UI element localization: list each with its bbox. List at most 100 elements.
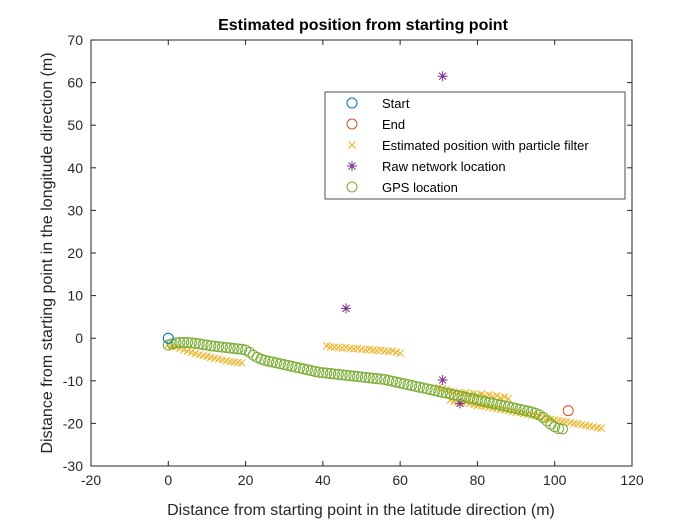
- data-point: [236, 343, 248, 355]
- data-point: [398, 378, 410, 390]
- data-point: [237, 359, 246, 367]
- x-tick-label: 120: [620, 472, 644, 488]
- data-point: [514, 403, 526, 415]
- data-point: [502, 401, 514, 413]
- data-point: [205, 340, 217, 352]
- legend-box: [324, 91, 626, 200]
- y-tick-label: 0: [75, 330, 83, 346]
- data-point: [228, 342, 240, 354]
- legend-item: Estimated position with particle filter: [348, 138, 589, 153]
- data-point: [471, 394, 483, 406]
- y-axis-label: Distance from starting point in the long…: [39, 52, 56, 453]
- x-tick-label: 0: [164, 472, 172, 488]
- legend-marker: [346, 97, 358, 109]
- data-point: [375, 373, 387, 385]
- data-point: [413, 381, 425, 393]
- data-point: [541, 415, 553, 427]
- y-tick-label: 50: [67, 117, 83, 133]
- data-point: [178, 336, 190, 348]
- data-point: [495, 399, 507, 411]
- y-tick-label: 10: [67, 288, 83, 304]
- data-point: [282, 359, 294, 371]
- series-gps-location: [162, 336, 568, 435]
- y-tick-label: 60: [67, 75, 83, 91]
- legend-item: GPS location: [346, 180, 458, 195]
- data-point: [213, 341, 225, 353]
- data-point: [298, 363, 310, 375]
- data-point: [197, 339, 209, 351]
- data-point: [597, 424, 605, 432]
- data-point: [421, 383, 433, 395]
- legend-label: GPS location: [382, 180, 458, 195]
- legend-marker: [348, 141, 356, 149]
- data-point: [522, 405, 534, 417]
- data-point: [448, 389, 460, 401]
- data-point: [498, 400, 510, 412]
- data-point: [402, 379, 414, 391]
- data-point: [510, 402, 522, 414]
- data-point: [464, 392, 476, 404]
- legend: Start End Estimated position with particle…: [324, 91, 626, 200]
- legend-marker: [347, 161, 357, 171]
- data-point: [313, 366, 325, 378]
- data-point: [383, 374, 395, 386]
- legend-label: Start: [382, 96, 410, 111]
- data-point: [321, 367, 333, 379]
- data-point: [410, 380, 422, 392]
- data-point: [216, 341, 228, 353]
- legend-label: End: [382, 117, 405, 132]
- x-tick-label: -20: [81, 472, 101, 488]
- data-point: [433, 385, 445, 397]
- legend-marker: [346, 181, 358, 193]
- data-point: [363, 372, 375, 384]
- data-point: [182, 336, 194, 348]
- data-point: [193, 338, 205, 350]
- data-point: [425, 384, 437, 396]
- data-point: [562, 405, 574, 417]
- chart-title: Estimated position from starting point: [218, 17, 508, 34]
- data-point: [390, 376, 402, 388]
- data-point: [506, 402, 518, 414]
- data-point: [166, 338, 178, 350]
- legend-marker: [346, 118, 358, 130]
- y-tick-label: 20: [67, 245, 83, 261]
- data-point: [286, 360, 298, 372]
- data-point: [305, 365, 317, 377]
- data-point: [396, 349, 404, 357]
- y-tick-label: -20: [63, 415, 83, 431]
- data-point: [174, 336, 186, 348]
- data-point: [201, 339, 213, 351]
- y-tick-label: -30: [63, 458, 83, 474]
- data-point: [309, 365, 321, 377]
- data-point: [243, 346, 255, 358]
- data-point: [483, 397, 495, 409]
- x-tick-label: 100: [543, 472, 567, 488]
- data-point: [220, 342, 232, 354]
- data-point: [386, 375, 398, 387]
- data-point: [270, 357, 282, 369]
- x-tick-label: 60: [392, 472, 408, 488]
- series-raw-network-location: [341, 71, 466, 409]
- data-point: [232, 343, 244, 355]
- data-point: [518, 404, 530, 416]
- data-point: [556, 423, 568, 435]
- data-point: [371, 373, 383, 385]
- data-point: [344, 370, 356, 382]
- data-point: [417, 382, 429, 394]
- series-end: [562, 405, 574, 417]
- data-point: [317, 367, 329, 379]
- data-point: [444, 388, 456, 400]
- data-point: [348, 370, 360, 382]
- data-point: [500, 393, 509, 401]
- data-point: [263, 355, 275, 367]
- data-point: [352, 371, 364, 383]
- data-point: [479, 396, 491, 408]
- data-point: [340, 369, 352, 381]
- data-point: [429, 385, 441, 397]
- series-start: [162, 332, 174, 344]
- series-estimated-position-with-particle-filter: [164, 340, 605, 432]
- data-point: [267, 356, 279, 368]
- data-point: [491, 398, 503, 410]
- data-point: [553, 423, 565, 435]
